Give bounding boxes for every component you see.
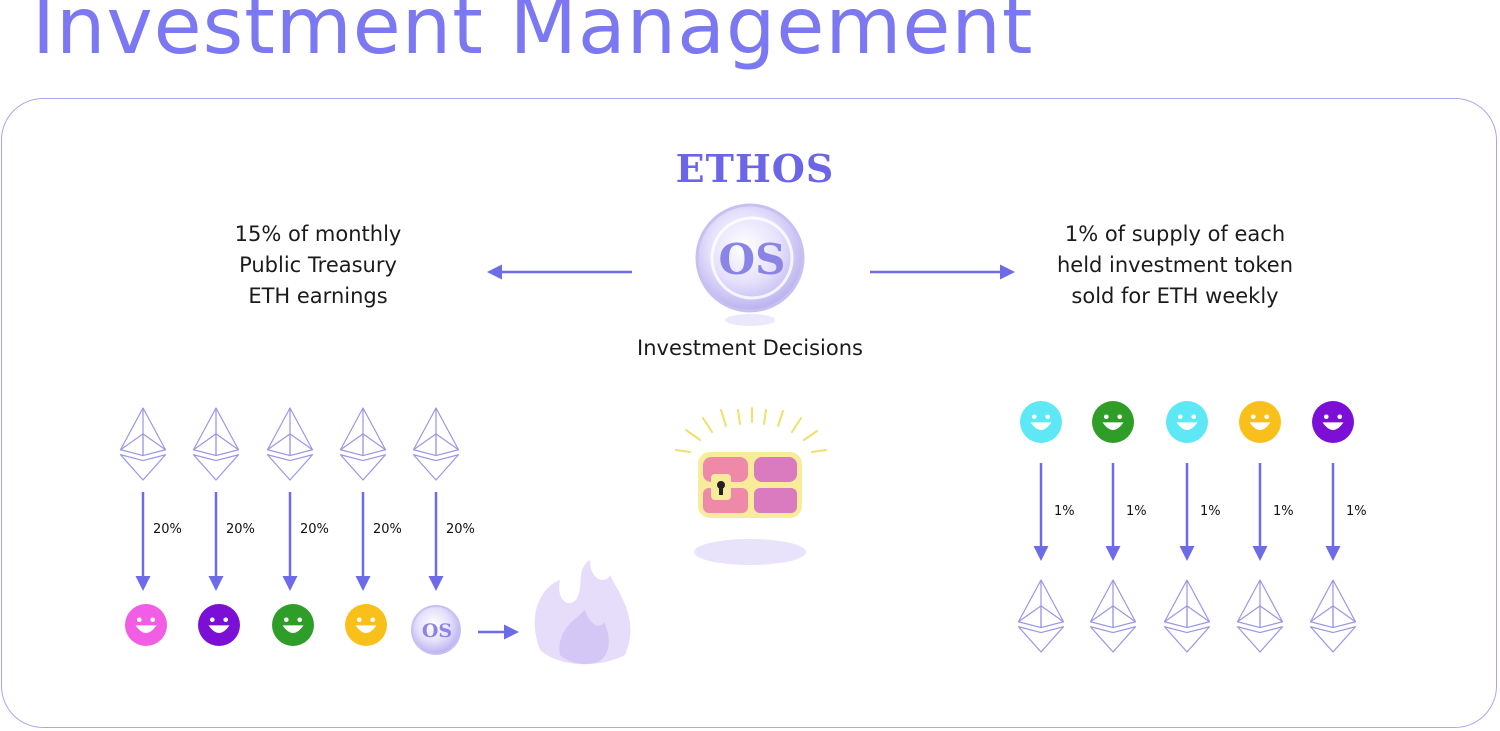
ethereum-icon <box>119 407 167 481</box>
right-line-3: sold for ETH weekly <box>1071 284 1279 308</box>
os-coin-icon: OS <box>695 203 805 326</box>
center-caption: Investment Decisions <box>637 336 863 360</box>
token-icon <box>1312 401 1354 443</box>
left-flow: 20% 20% 20% 20% 20% OS <box>119 407 475 655</box>
coin-label: OS <box>719 235 786 284</box>
token-icon <box>272 604 314 646</box>
left-line-2: Public Treasury <box>239 253 397 277</box>
percent-label: 20% <box>373 522 402 537</box>
token-icon <box>345 604 387 646</box>
percent-label: 20% <box>226 522 255 537</box>
right-line-2: held investment token <box>1056 253 1294 277</box>
right-line-1: 1% of supply of each <box>1064 222 1286 246</box>
treasure-chest-icon <box>675 407 827 565</box>
ethereum-icon <box>339 407 387 481</box>
percent-label: 1% <box>1273 504 1294 519</box>
token-icon <box>125 604 167 646</box>
percent-label: 1% <box>1200 504 1221 519</box>
left-line-3: ETH earnings <box>248 284 388 308</box>
ethereum-icon <box>1236 579 1284 653</box>
ethereum-icon <box>192 407 240 481</box>
ethereum-icon <box>1089 579 1137 653</box>
token-icon <box>1092 401 1134 443</box>
diagram-frame <box>1 98 1497 728</box>
token-icon <box>1166 401 1208 443</box>
percent-label: 20% <box>153 522 182 537</box>
ethereum-icon <box>1163 579 1211 653</box>
ethereum-icon <box>1309 579 1357 653</box>
right-flow: 1% 1% 1% 1% 1% <box>1017 401 1367 653</box>
token-icon <box>198 604 240 646</box>
percent-label: 20% <box>446 522 475 537</box>
token-icon <box>1020 401 1062 443</box>
token-icon <box>1239 401 1281 443</box>
os-coin-small-icon: OS <box>411 605 461 655</box>
left-line-1: 15% of monthly <box>234 222 402 246</box>
ethereum-icon <box>412 407 460 481</box>
mini-coin-label: OS <box>422 620 452 642</box>
ethos-brand: ETHOS <box>675 146 835 191</box>
ethereum-icon <box>266 407 314 481</box>
right-description: 1% of supply of each held investment tok… <box>1025 219 1325 312</box>
percent-label: 1% <box>1346 504 1367 519</box>
ethereum-icon <box>1017 579 1065 653</box>
left-description: 15% of monthly Public Treasury ETH earni… <box>168 219 468 312</box>
percent-label: 20% <box>300 522 329 537</box>
fire-icon <box>534 560 631 665</box>
page-title: Investment Management <box>32 0 1034 72</box>
percent-label: 1% <box>1126 504 1147 519</box>
percent-label: 1% <box>1054 504 1075 519</box>
